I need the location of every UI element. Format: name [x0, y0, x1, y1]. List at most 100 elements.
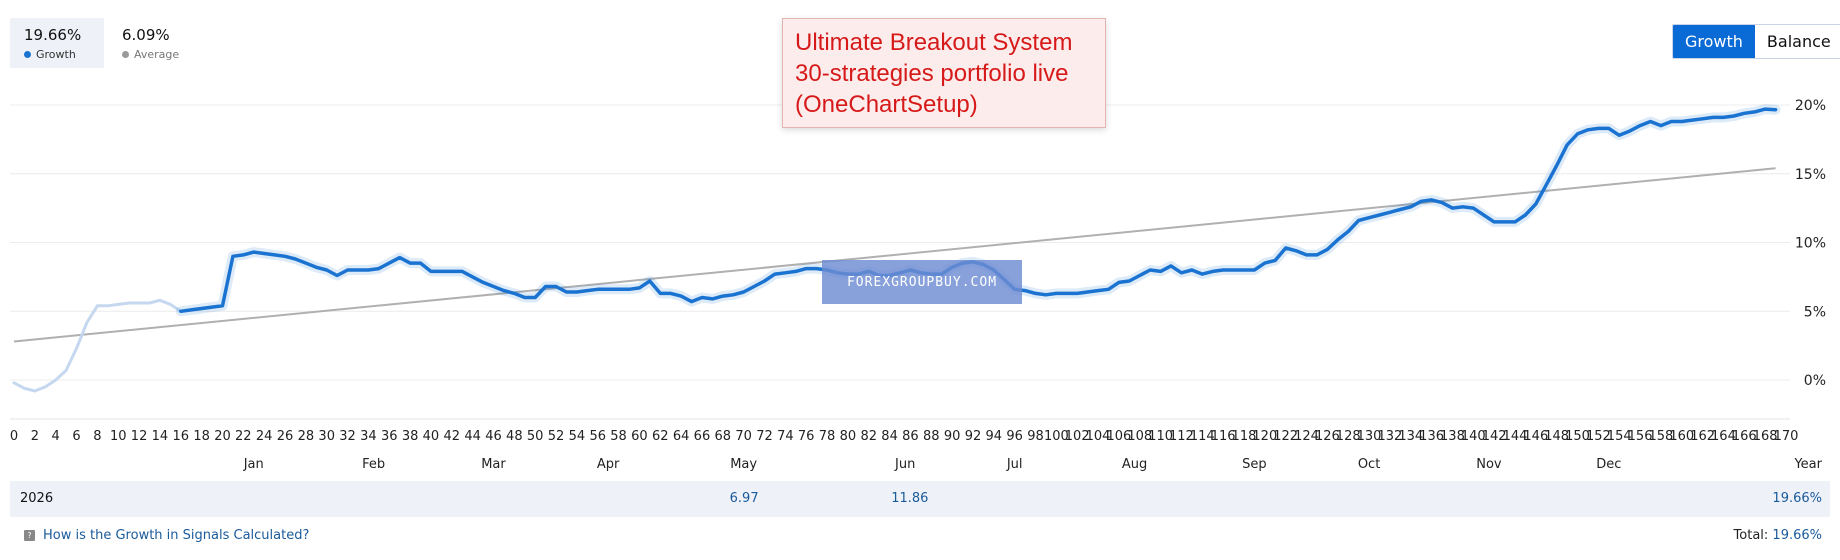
x-tick-label: 32: [339, 429, 356, 444]
x-tick-label: 64: [673, 429, 690, 444]
x-tick-label: 46: [485, 429, 502, 444]
x-tick-label: 10: [110, 429, 127, 444]
x-tick-label: 166: [1732, 429, 1757, 444]
x-tick-label: 52: [548, 429, 565, 444]
x-tick-label: 34: [360, 429, 377, 444]
month-label: Aug: [1122, 457, 1147, 472]
month-label: Apr: [597, 457, 620, 472]
x-tick-label: 160: [1669, 429, 1694, 444]
x-tick-label: 72: [756, 429, 773, 444]
x-tick-label: 54: [569, 429, 586, 444]
x-tick-label: 130: [1357, 429, 1382, 444]
x-tick-label: 20: [214, 429, 231, 444]
x-tick-label: 38: [402, 429, 419, 444]
title-line-1: Ultimate Breakout System: [795, 29, 1073, 56]
x-tick-label: 70: [735, 429, 752, 444]
total-value: 19.66%: [1772, 528, 1822, 543]
x-tick-label: 134: [1398, 429, 1423, 444]
x-tick-label: 58: [610, 429, 627, 444]
x-tick-label: 170: [1774, 429, 1799, 444]
x-tick-label: 42: [444, 429, 461, 444]
x-tick-label: 162: [1690, 429, 1715, 444]
x-tick-label: 22: [235, 429, 252, 444]
growth-line-faded: [12, 298, 183, 393]
y-tick-label: 5%: [1804, 304, 1826, 320]
x-tick-label: 120: [1252, 429, 1277, 444]
x-tick-label: 124: [1294, 429, 1319, 444]
total-label: Total:: [1733, 528, 1769, 543]
x-tick-label: 90: [944, 429, 961, 444]
x-tick-label: 152: [1586, 429, 1611, 444]
month-label: Dec: [1596, 457, 1621, 472]
x-tick-label: 86: [902, 429, 919, 444]
x-tick-label: 74: [777, 429, 794, 444]
x-tick-label: 114: [1190, 429, 1215, 444]
x-tick-label: 26: [277, 429, 294, 444]
x-tick-label: 122: [1273, 429, 1298, 444]
month-label: Mar: [481, 457, 506, 472]
watermark: FOREXGROUPBUY.COM: [822, 260, 1022, 304]
y-tick-label: 20%: [1795, 98, 1826, 114]
x-tick-label: 28: [298, 429, 315, 444]
growth-label: Growth: [36, 48, 76, 61]
x-tick-label: 106: [1106, 429, 1131, 444]
x-tick-label: 68: [715, 429, 732, 444]
average-label: Average: [134, 48, 180, 61]
x-tick-label: 50: [527, 429, 544, 444]
month-label: Jul: [1006, 457, 1023, 472]
x-tick-label: 98: [1027, 429, 1044, 444]
x-tick-label: 104: [1086, 429, 1111, 444]
average-value: 6.09%: [122, 26, 170, 44]
x-tick-label: 126: [1315, 429, 1340, 444]
growth-toggle-button[interactable]: Growth: [1673, 25, 1755, 58]
x-tick-label: 82: [860, 429, 877, 444]
average-dot-icon: [122, 51, 129, 58]
x-tick-label: 94: [986, 429, 1003, 444]
year-label: 2026: [20, 491, 54, 506]
x-tick-label: 132: [1377, 429, 1402, 444]
growth-help-link[interactable]: ? How is the Growth in Signals Calculate…: [24, 528, 309, 543]
x-tick-label: 60: [631, 429, 648, 444]
x-tick-label: 66: [694, 429, 711, 444]
x-tick-label: 30: [318, 429, 335, 444]
help-icon: ?: [24, 530, 35, 541]
growth-stat[interactable]: 19.66% Growth: [10, 18, 104, 68]
x-tick-label: 116: [1211, 429, 1236, 444]
help-link-text[interactable]: How is the Growth in Signals Calculated?: [43, 528, 310, 543]
year-row: 2026 6.97 11.86 19.66%: [10, 481, 1830, 517]
x-tick-label: 154: [1607, 429, 1632, 444]
x-tick-label: 18: [193, 429, 210, 444]
month-label: Nov: [1476, 457, 1502, 472]
x-tick-label: 14: [152, 429, 169, 444]
x-tick-label: 96: [1006, 429, 1023, 444]
month-label: Feb: [362, 457, 385, 472]
y-tick-label: 15%: [1795, 167, 1826, 183]
x-tick-label: 112: [1169, 429, 1194, 444]
chart-mode-toggle[interactable]: Growth Balance: [1672, 24, 1840, 59]
x-tick-label: 158: [1649, 429, 1674, 444]
x-tick-label: 2: [31, 429, 39, 444]
x-tick-label: 102: [1065, 429, 1090, 444]
chart-title-overlay: Ultimate Breakout System 30-strategies p…: [782, 18, 1106, 128]
x-tick-label: 12: [131, 429, 148, 444]
growth-dot-icon: [24, 51, 31, 58]
x-tick-label: 110: [1148, 429, 1173, 444]
x-tick-label: 142: [1482, 429, 1507, 444]
x-tick-label: 76: [798, 429, 815, 444]
month-label: Jun: [894, 457, 915, 472]
x-tick-label: 44: [464, 429, 481, 444]
title-line-2: 30-strategies portfolio live: [795, 60, 1069, 87]
x-tick-label: 156: [1628, 429, 1653, 444]
x-tick-label: 146: [1523, 429, 1548, 444]
x-tick-label: 56: [589, 429, 606, 444]
x-tick-label: 118: [1232, 429, 1257, 444]
x-tick-label: 0: [10, 429, 18, 444]
x-tick-label: 148: [1544, 429, 1569, 444]
year-total-value: 19.66%: [1772, 491, 1822, 506]
average-trend-line: [13, 167, 1776, 343]
average-stat[interactable]: 6.09% Average: [108, 18, 204, 68]
balance-toggle-button[interactable]: Balance: [1754, 25, 1840, 58]
month-label: Jan: [243, 457, 264, 472]
x-tick-label: 150: [1565, 429, 1590, 444]
y-tick-label: 0%: [1804, 373, 1826, 389]
